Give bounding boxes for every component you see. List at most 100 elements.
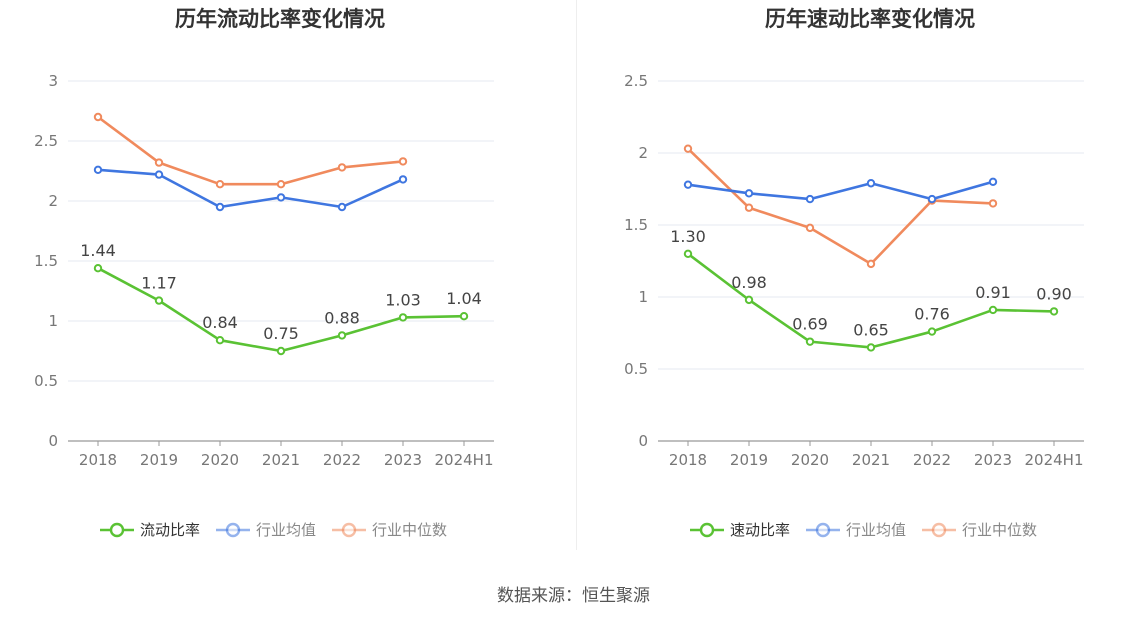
- legend-marker: [225, 522, 241, 538]
- y-tick-label: 1.5: [624, 216, 648, 234]
- data-point: [459, 312, 469, 321]
- data-point: [398, 313, 408, 322]
- series-line-2: [687, 180, 994, 201]
- y-tick-label: 0: [638, 432, 648, 450]
- data-label: 0.88: [324, 308, 360, 327]
- x-tick-label: 2018: [79, 451, 117, 469]
- data-point: [337, 202, 347, 212]
- data-point: [683, 249, 693, 259]
- y-tick-label: 0.5: [34, 372, 58, 390]
- data-point: [1049, 307, 1059, 316]
- y-tick-label: 2: [48, 192, 58, 210]
- source-caption: 数据来源：恒生聚源: [497, 586, 650, 606]
- data-point: [398, 175, 408, 184]
- y-tick-label: 2.5: [624, 72, 648, 90]
- data-label: 0.91: [975, 283, 1011, 302]
- x-tick-label: 2023: [974, 451, 1012, 469]
- x-tick-label: 2021: [262, 451, 300, 469]
- data-point: [866, 343, 876, 352]
- x-tick-label: 2024H1: [1025, 451, 1084, 469]
- data-label: 1.44: [80, 241, 116, 260]
- data-label: 1.04: [446, 289, 482, 308]
- data-label: 1.03: [385, 290, 421, 309]
- legend-item-3: 行业中位数: [922, 521, 1037, 539]
- x-tick-label: 2020: [201, 451, 239, 469]
- y-tick-label: 1: [48, 312, 58, 330]
- series-line-2: [97, 168, 404, 209]
- data-point: [337, 331, 347, 340]
- data-point: [93, 264, 103, 273]
- data-point: [805, 223, 815, 233]
- chart-divider: [576, 0, 577, 550]
- legend-label: 行业中位数: [372, 521, 447, 539]
- data-point: [988, 199, 998, 208]
- legend-item-2: 行业均值: [216, 521, 316, 539]
- x-tick-label: 2022: [323, 451, 361, 469]
- x-tick-label: 2020: [791, 451, 829, 469]
- data-label: 0.76: [914, 305, 950, 324]
- chart-1: 历年流动比率变化情况 0 0.5 1 1.5 2 2.5 3 2018 2019 2020 2021 2…: [34, 7, 494, 539]
- data-point: [805, 194, 815, 204]
- data-point: [93, 112, 103, 122]
- data-point: [988, 305, 998, 315]
- data-point: [927, 327, 937, 336]
- data-label: 1.30: [670, 227, 706, 246]
- legend-marker: [699, 522, 715, 538]
- legend-label: 流动比率: [140, 521, 200, 539]
- data-point: [93, 165, 103, 175]
- data-point: [744, 203, 754, 212]
- data-point: [988, 177, 998, 187]
- series-line-3: [97, 115, 404, 186]
- legend-marker: [341, 522, 357, 538]
- data-label: 0.65: [853, 320, 889, 339]
- y-tick-label: 2.5: [34, 132, 58, 150]
- legend-label: 速动比率: [730, 521, 790, 539]
- data-label: 0.69: [792, 315, 828, 334]
- chart-2: 历年速动比率变化情况 0 0.5 1 1.5 2 2.5 2018 2019 2020 2021 20…: [624, 7, 1084, 539]
- data-point: [215, 180, 225, 189]
- data-point: [215, 202, 225, 212]
- legend-item-3: 行业中位数: [332, 521, 447, 539]
- data-label: 0.90: [1036, 284, 1072, 303]
- y-tick-label: 1.5: [34, 252, 58, 270]
- legend-label: 行业均值: [256, 521, 316, 539]
- data-point: [866, 179, 876, 188]
- x-tick-label: 2021: [852, 451, 890, 469]
- data-point: [744, 295, 754, 305]
- y-tick-label: 0: [48, 432, 58, 450]
- legend-label: 行业中位数: [962, 521, 1037, 539]
- chart-title: 历年速动比率变化情况: [765, 7, 975, 31]
- x-tick-label: 2019: [140, 451, 178, 469]
- legend-label: 行业均值: [846, 521, 906, 539]
- data-point: [154, 296, 164, 305]
- data-label: 1.17: [141, 274, 177, 293]
- x-tick-label: 2024H1: [435, 451, 494, 469]
- data-label: 0.84: [202, 313, 238, 332]
- legend-item-2: 行业均值: [806, 521, 906, 539]
- data-point: [683, 144, 693, 153]
- x-tick-label: 2019: [730, 451, 768, 469]
- data-label: 0.75: [263, 324, 299, 343]
- data-point: [215, 336, 225, 345]
- chart-title: 历年流动比率变化情况: [175, 7, 385, 31]
- legend-item-1: 速动比率: [690, 521, 790, 539]
- data-point: [866, 259, 876, 269]
- y-tick-label: 1: [638, 288, 648, 306]
- data-point: [154, 158, 164, 167]
- data-point: [154, 170, 164, 179]
- x-tick-label: 2022: [913, 451, 951, 469]
- x-tick-label: 2023: [384, 451, 422, 469]
- data-point: [398, 157, 408, 166]
- legend-marker: [815, 522, 831, 538]
- data-point: [927, 194, 937, 204]
- legend-item-1: 流动比率: [100, 521, 200, 539]
- data-point: [744, 189, 754, 198]
- data-point: [276, 193, 286, 202]
- x-tick-label: 2018: [669, 451, 707, 469]
- y-tick-label: 3: [48, 72, 58, 90]
- legend-marker: [931, 522, 947, 538]
- y-tick-label: 0.5: [624, 360, 648, 378]
- series-line-3: [687, 147, 994, 266]
- data-point: [805, 337, 815, 346]
